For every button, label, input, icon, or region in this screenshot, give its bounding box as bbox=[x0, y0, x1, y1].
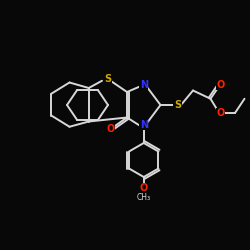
Text: O: O bbox=[140, 183, 148, 193]
Text: N: N bbox=[140, 120, 148, 130]
Text: O: O bbox=[106, 124, 114, 134]
Text: O: O bbox=[216, 80, 224, 90]
Text: N: N bbox=[140, 80, 148, 90]
Text: O: O bbox=[216, 108, 224, 118]
Text: S: S bbox=[104, 74, 111, 84]
Text: S: S bbox=[174, 100, 181, 110]
Text: CH₃: CH₃ bbox=[137, 193, 151, 202]
